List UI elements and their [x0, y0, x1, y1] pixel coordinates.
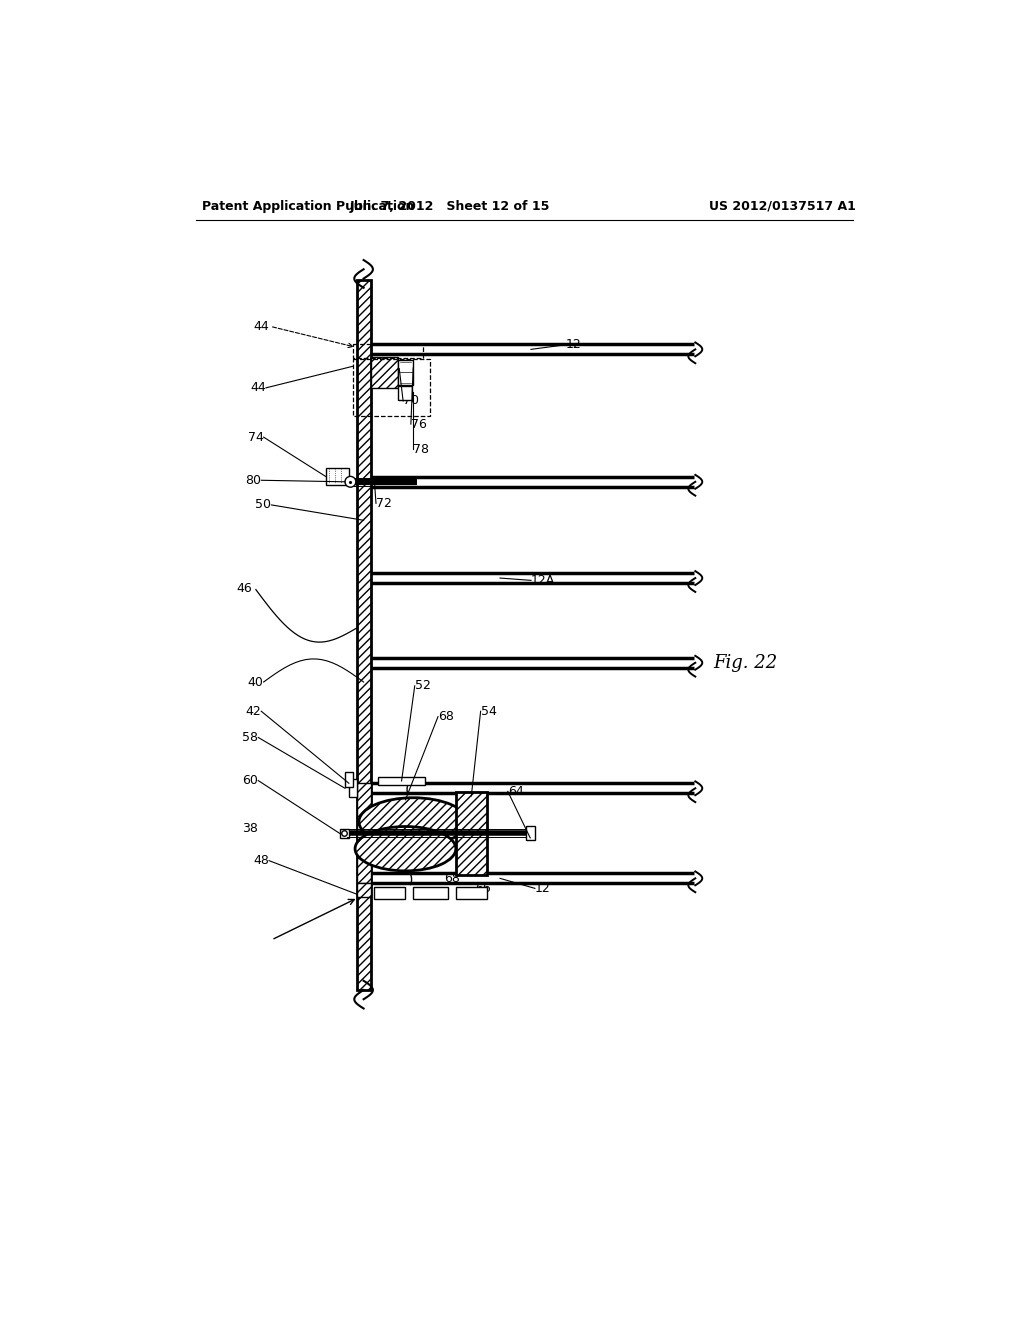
Text: 68: 68	[444, 871, 460, 884]
Text: 50: 50	[255, 499, 271, 511]
Text: 12A: 12A	[531, 574, 555, 587]
Bar	[352, 345, 423, 358]
Bar	[356, 783, 371, 883]
Bar	[356, 883, 371, 898]
Text: 52: 52	[415, 680, 431, 693]
Bar	[371, 358, 397, 388]
Bar	[345, 772, 352, 787]
Text: 60: 60	[243, 774, 258, 787]
Text: 78: 78	[414, 444, 429, 455]
Bar	[456, 792, 486, 874]
Text: 56: 56	[414, 861, 429, 874]
Bar	[397, 387, 412, 400]
Bar	[371, 358, 397, 388]
Bar	[414, 887, 449, 899]
Text: Fig. 22: Fig. 22	[713, 653, 777, 672]
Bar	[456, 792, 486, 874]
Circle shape	[345, 477, 356, 487]
Bar	[356, 280, 371, 990]
Ellipse shape	[355, 826, 456, 871]
Text: 62: 62	[380, 851, 395, 865]
Text: 70: 70	[403, 395, 419, 408]
Text: 80: 80	[246, 474, 261, 487]
Bar	[397, 360, 414, 385]
Text: 48: 48	[253, 854, 269, 867]
Bar	[352, 359, 430, 416]
Ellipse shape	[359, 797, 467, 846]
Bar	[375, 887, 406, 899]
Bar	[356, 280, 371, 990]
Text: 68: 68	[438, 710, 454, 723]
Text: 12: 12	[535, 882, 551, 895]
Text: Patent Application Publication: Patent Application Publication	[202, 199, 414, 213]
Text: 42: 42	[246, 705, 261, 718]
Text: Jun. 7, 2012   Sheet 12 of 15: Jun. 7, 2012 Sheet 12 of 15	[349, 199, 550, 213]
Text: 44: 44	[250, 381, 266, 395]
Text: 74: 74	[248, 430, 263, 444]
Text: 58: 58	[243, 731, 258, 744]
Text: 64: 64	[508, 785, 523, 797]
Text: 12: 12	[566, 338, 582, 351]
Text: 38: 38	[243, 822, 258, 834]
Bar	[356, 783, 371, 883]
Text: 46: 46	[237, 582, 252, 594]
Bar	[326, 469, 349, 484]
Text: 72: 72	[376, 496, 392, 510]
Bar	[356, 883, 371, 898]
Text: 66: 66	[475, 882, 490, 895]
Text: 44: 44	[253, 319, 269, 333]
Bar	[456, 887, 486, 899]
Text: 54: 54	[480, 705, 497, 718]
Text: US 2012/0137517 A1: US 2012/0137517 A1	[710, 199, 856, 213]
Bar	[525, 826, 535, 841]
Bar	[378, 777, 425, 785]
Bar	[340, 829, 349, 838]
Bar	[349, 779, 356, 797]
Text: 76: 76	[411, 417, 427, 430]
Text: 40: 40	[248, 676, 263, 689]
